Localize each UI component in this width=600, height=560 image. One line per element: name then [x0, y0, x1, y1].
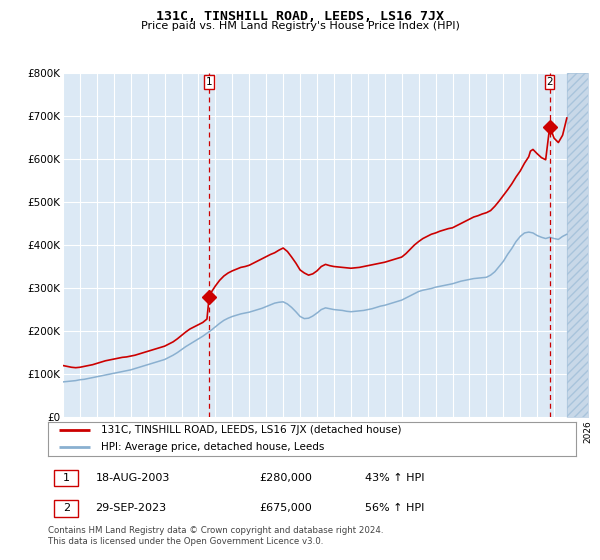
FancyBboxPatch shape: [55, 470, 78, 486]
Text: 29-SEP-2023: 29-SEP-2023: [95, 503, 167, 514]
FancyBboxPatch shape: [55, 501, 78, 516]
Text: £280,000: £280,000: [259, 473, 312, 483]
FancyBboxPatch shape: [545, 75, 554, 88]
Text: HPI: Average price, detached house, Leeds: HPI: Average price, detached house, Leed…: [101, 442, 324, 452]
FancyBboxPatch shape: [205, 75, 214, 88]
Text: 43% ↑ HPI: 43% ↑ HPI: [365, 473, 424, 483]
Text: 18-AUG-2003: 18-AUG-2003: [95, 473, 170, 483]
Text: 131C, TINSHILL ROAD, LEEDS, LS16 7JX (detached house): 131C, TINSHILL ROAD, LEEDS, LS16 7JX (de…: [101, 426, 401, 435]
Text: 2: 2: [547, 77, 553, 87]
Text: £675,000: £675,000: [259, 503, 312, 514]
Text: 131C, TINSHILL ROAD, LEEDS, LS16 7JX: 131C, TINSHILL ROAD, LEEDS, LS16 7JX: [156, 10, 444, 23]
Text: Price paid vs. HM Land Registry's House Price Index (HPI): Price paid vs. HM Land Registry's House …: [140, 21, 460, 31]
Text: 56% ↑ HPI: 56% ↑ HPI: [365, 503, 424, 514]
Text: 2: 2: [62, 503, 70, 514]
Text: Contains HM Land Registry data © Crown copyright and database right 2024.
This d: Contains HM Land Registry data © Crown c…: [48, 526, 383, 546]
Text: 1: 1: [63, 473, 70, 483]
Text: 1: 1: [206, 77, 212, 87]
